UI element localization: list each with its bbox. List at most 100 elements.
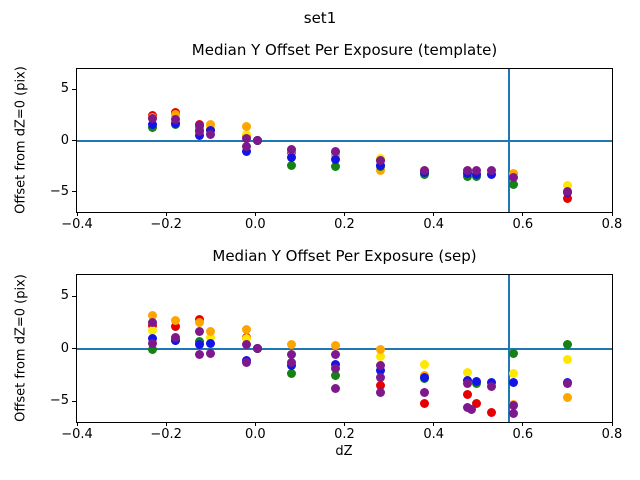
scatter-point-purple — [462, 378, 472, 388]
scatter-point-orange — [206, 120, 216, 130]
x-tick-label: 0.0 — [244, 427, 266, 442]
scatter-point-purple-b — [509, 408, 519, 418]
y-tick-mark — [72, 140, 76, 141]
scatter-point-purple — [206, 348, 216, 358]
scatter-point-purple — [487, 381, 497, 391]
y-tick-label: 5 — [60, 81, 69, 97]
scatter-point-blue — [375, 161, 385, 171]
scatter-point-purple — [253, 344, 263, 353]
y-tick-label: 0 — [60, 340, 69, 356]
x-tick-mark — [344, 212, 345, 216]
scatter-point-orange — [375, 345, 385, 355]
scatter-point-blue — [331, 359, 341, 369]
scatter-point-green — [509, 180, 519, 190]
scatter-point-green — [331, 371, 341, 381]
y-tick-mark — [72, 88, 76, 90]
scatter-point-purple-b — [375, 373, 385, 383]
y-tick-mark — [72, 400, 76, 402]
x-tick-mark — [433, 422, 435, 426]
scatter-point-purple-b — [241, 141, 251, 151]
scatter-point-red — [375, 380, 385, 390]
scatter-point-purple — [487, 166, 497, 176]
scatter-point-blue — [148, 334, 158, 344]
x-tick-mark — [522, 212, 524, 216]
scatter-point-blue — [206, 339, 216, 349]
scatter-point-purple — [509, 400, 519, 410]
scatter-point-yellow — [375, 351, 385, 361]
scatter-point-purple — [253, 136, 263, 145]
scatter-point-yellow — [462, 368, 472, 378]
y-tick-label: 5 — [60, 287, 69, 303]
scatter-point-red — [487, 408, 497, 418]
x-tick-label: 0.2 — [334, 427, 355, 442]
x-tick-mark — [611, 212, 613, 216]
scatter-point-purple — [471, 166, 481, 176]
x-tick-label: −0.2 — [150, 427, 182, 442]
scatter-point-blue — [375, 366, 385, 376]
scatter-point-purple — [420, 387, 430, 397]
x-tick-label: −0.4 — [61, 217, 93, 232]
y-tick-mark — [72, 348, 76, 349]
subplot-sep-axes: −0.4 −0.2 0.0 0.2 0.4 0.6 0.8 5 0 −5 — [50, 274, 622, 442]
scatter-point-yellow — [206, 332, 216, 342]
scatter-point-green — [286, 369, 296, 379]
subplot-template-axes: −0.4 −0.2 0.0 0.2 0.4 0.6 0.8 5 0 −5 — [50, 68, 622, 232]
scatter-point-purple-b — [286, 358, 296, 368]
x-axis-label: dZ — [335, 444, 353, 459]
y-tick-mark — [72, 191, 76, 193]
y-tick-label: −5 — [49, 392, 69, 408]
x-tick-mark — [433, 212, 435, 216]
scatter-point-yellow — [148, 325, 158, 335]
scatter-point-green — [331, 161, 341, 171]
scatter-point-orange — [206, 327, 216, 337]
scatter-point-orange — [170, 315, 180, 325]
scatter-point-orange — [148, 311, 158, 321]
y-tick-label: −5 — [49, 183, 69, 199]
y-tick-label: 0 — [60, 132, 69, 148]
scatter-point-purple — [375, 155, 385, 165]
scatter-point-purple — [195, 327, 205, 337]
x-tick-label: 0.4 — [423, 427, 444, 442]
scatter-point-purple — [148, 113, 158, 123]
scatter-point-purple — [509, 172, 519, 182]
scatter-point-orange — [241, 122, 251, 132]
scatter-point-green — [148, 344, 158, 354]
scatter-point-yellow — [562, 181, 572, 191]
x-tick-label: −0.4 — [61, 427, 93, 442]
scatter-point-yellow — [241, 334, 251, 344]
dz-marker-reference-line — [508, 275, 511, 422]
scatter-point-blue — [195, 340, 205, 350]
scatter-point-purple — [331, 147, 341, 157]
scatter-point-purple-b — [148, 339, 158, 349]
scatter-point-orange — [286, 340, 296, 350]
scatter-point-purple-b — [462, 403, 472, 413]
scatter-point-purple — [170, 332, 180, 342]
x-tick-mark — [611, 422, 613, 426]
scatter-point-blue — [331, 154, 341, 164]
subplot-template-title: Median Y Offset Per Exposure (template) — [191, 41, 498, 59]
scatter-point-blue — [148, 119, 158, 129]
scatter-point-purple — [206, 129, 216, 139]
scatter-point-red — [420, 398, 430, 408]
scatter-point-orange — [241, 324, 251, 334]
scatter-point-purple — [170, 114, 180, 124]
scatter-point-orange — [195, 317, 205, 327]
x-tick-label: −0.2 — [150, 217, 182, 232]
scatter-point-purple-c — [331, 383, 341, 393]
x-tick-label: 0.6 — [512, 427, 534, 442]
scatter-point-purple — [375, 361, 385, 371]
scatter-point-purple-b — [241, 358, 251, 368]
scatter-point-purple-b — [195, 127, 205, 137]
scatter-point-orange — [331, 340, 341, 350]
x-tick-mark — [165, 422, 167, 426]
zero-offset-reference-line — [77, 139, 612, 142]
x-tick-label: 0.0 — [244, 217, 266, 232]
x-tick-label: 0.8 — [601, 427, 623, 442]
scatter-point-red — [562, 193, 572, 203]
subplot-sep-ylabel: Offset from dZ=0 (pix) — [13, 274, 29, 422]
scatter-point-red — [170, 321, 180, 331]
scatter-point-green — [562, 340, 572, 350]
scatter-point-green — [509, 348, 519, 358]
x-tick-mark — [76, 212, 78, 216]
x-tick-mark — [165, 212, 167, 216]
